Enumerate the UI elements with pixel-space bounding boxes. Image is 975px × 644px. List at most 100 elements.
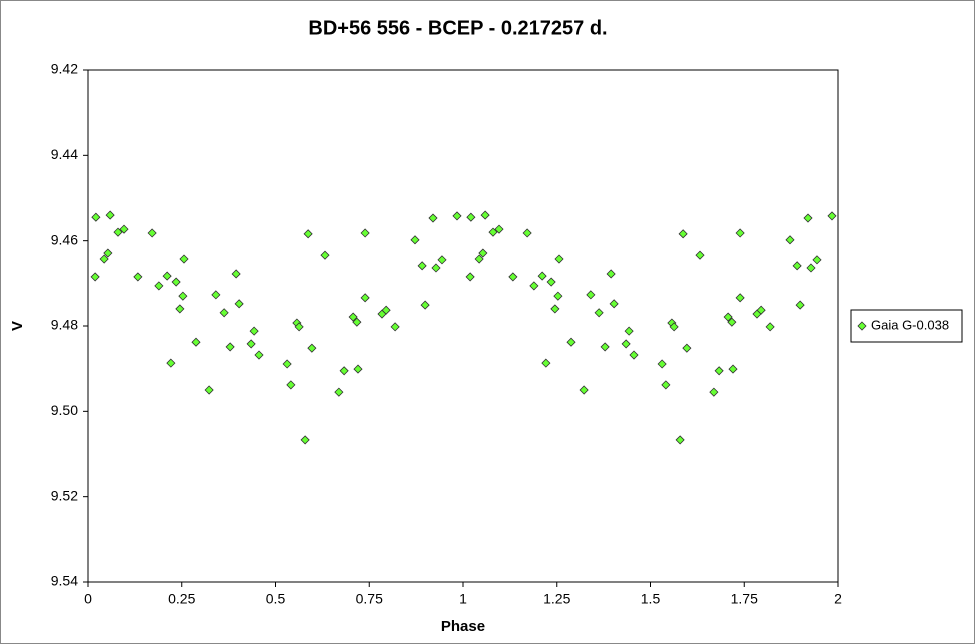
point: [529, 281, 539, 291]
point: [629, 350, 639, 360]
point: [234, 299, 244, 309]
point: [657, 359, 667, 369]
plot-area: [87, 69, 839, 583]
point: [785, 235, 795, 245]
y-tick-label: 9.54: [51, 573, 78, 589]
y-tick-label: 9.46: [51, 231, 78, 247]
point: [294, 322, 304, 332]
point: [320, 250, 330, 260]
point: [474, 254, 484, 264]
point: [119, 224, 129, 234]
chart-title: BD+56 556 - BCEP - 0.217257 d.: [308, 17, 607, 39]
point: [246, 339, 256, 349]
point: [307, 343, 317, 353]
point: [480, 210, 490, 220]
point: [437, 255, 447, 265]
x-tick-label: 0.25: [168, 591, 195, 607]
point: [360, 228, 370, 238]
point: [171, 277, 181, 287]
point: [381, 305, 391, 315]
legend-label: Gaia G-0.038: [871, 317, 949, 332]
point: [339, 366, 349, 376]
point: [466, 212, 476, 222]
x-tick-label: 1.5: [641, 591, 661, 607]
x-tick-label: 0.5: [266, 591, 286, 607]
point: [606, 269, 616, 279]
point: [113, 227, 123, 237]
point: [225, 342, 235, 352]
legend-marker: [857, 321, 867, 331]
y-axis-title: V: [9, 321, 26, 331]
point: [431, 263, 441, 273]
point: [334, 387, 344, 397]
point: [105, 210, 115, 220]
point: [179, 254, 189, 264]
point: [508, 272, 518, 282]
point: [537, 271, 547, 281]
point: [546, 277, 556, 287]
point: [178, 291, 188, 301]
point: [827, 211, 837, 221]
point: [723, 312, 733, 322]
point: [348, 312, 358, 322]
x-axis-title: Phase: [441, 618, 485, 635]
point: [478, 248, 488, 258]
point: [465, 272, 475, 282]
point: [792, 261, 802, 271]
x-tick-label: 0: [84, 591, 92, 607]
point: [735, 293, 745, 303]
point: [410, 235, 420, 245]
point: [211, 290, 221, 300]
y-tick-label: 9.48: [51, 317, 78, 333]
y-tick-label: 9.50: [51, 402, 78, 418]
point: [678, 229, 688, 239]
point: [522, 228, 532, 238]
point: [806, 263, 816, 273]
x-tick-label: 1.75: [731, 591, 758, 607]
point: [175, 304, 185, 314]
point: [91, 212, 101, 222]
point: [191, 337, 201, 347]
point: [249, 326, 259, 336]
point: [428, 213, 438, 223]
point: [714, 366, 724, 376]
point: [695, 250, 705, 260]
point: [154, 281, 164, 291]
legend-box: [850, 309, 963, 343]
point: [765, 322, 775, 332]
point: [231, 269, 241, 279]
point: [669, 322, 679, 332]
point: [352, 317, 362, 327]
point: [727, 317, 737, 327]
point: [162, 271, 172, 281]
point: [594, 308, 604, 318]
point: [579, 385, 589, 395]
point: [204, 385, 214, 395]
x-tick-label: 0.75: [356, 591, 383, 607]
point: [166, 358, 176, 368]
point: [420, 300, 430, 310]
point: [452, 211, 462, 221]
point: [219, 308, 229, 318]
point: [803, 213, 813, 223]
x-tick-label: 2: [834, 591, 842, 607]
y-tick-label: 9.42: [51, 61, 78, 77]
point: [541, 358, 551, 368]
point: [812, 255, 822, 265]
y-tick-label: 9.52: [51, 487, 78, 503]
point: [566, 337, 576, 347]
point: [756, 305, 766, 315]
point: [99, 254, 109, 264]
point: [488, 227, 498, 237]
point: [709, 387, 719, 397]
legend: Gaia G-0.038: [850, 309, 963, 343]
point: [609, 299, 619, 309]
point: [550, 304, 560, 314]
point: [282, 359, 292, 369]
point: [254, 350, 264, 360]
point: [600, 342, 610, 352]
point: [286, 380, 296, 390]
point: [303, 229, 313, 239]
point: [675, 435, 685, 445]
